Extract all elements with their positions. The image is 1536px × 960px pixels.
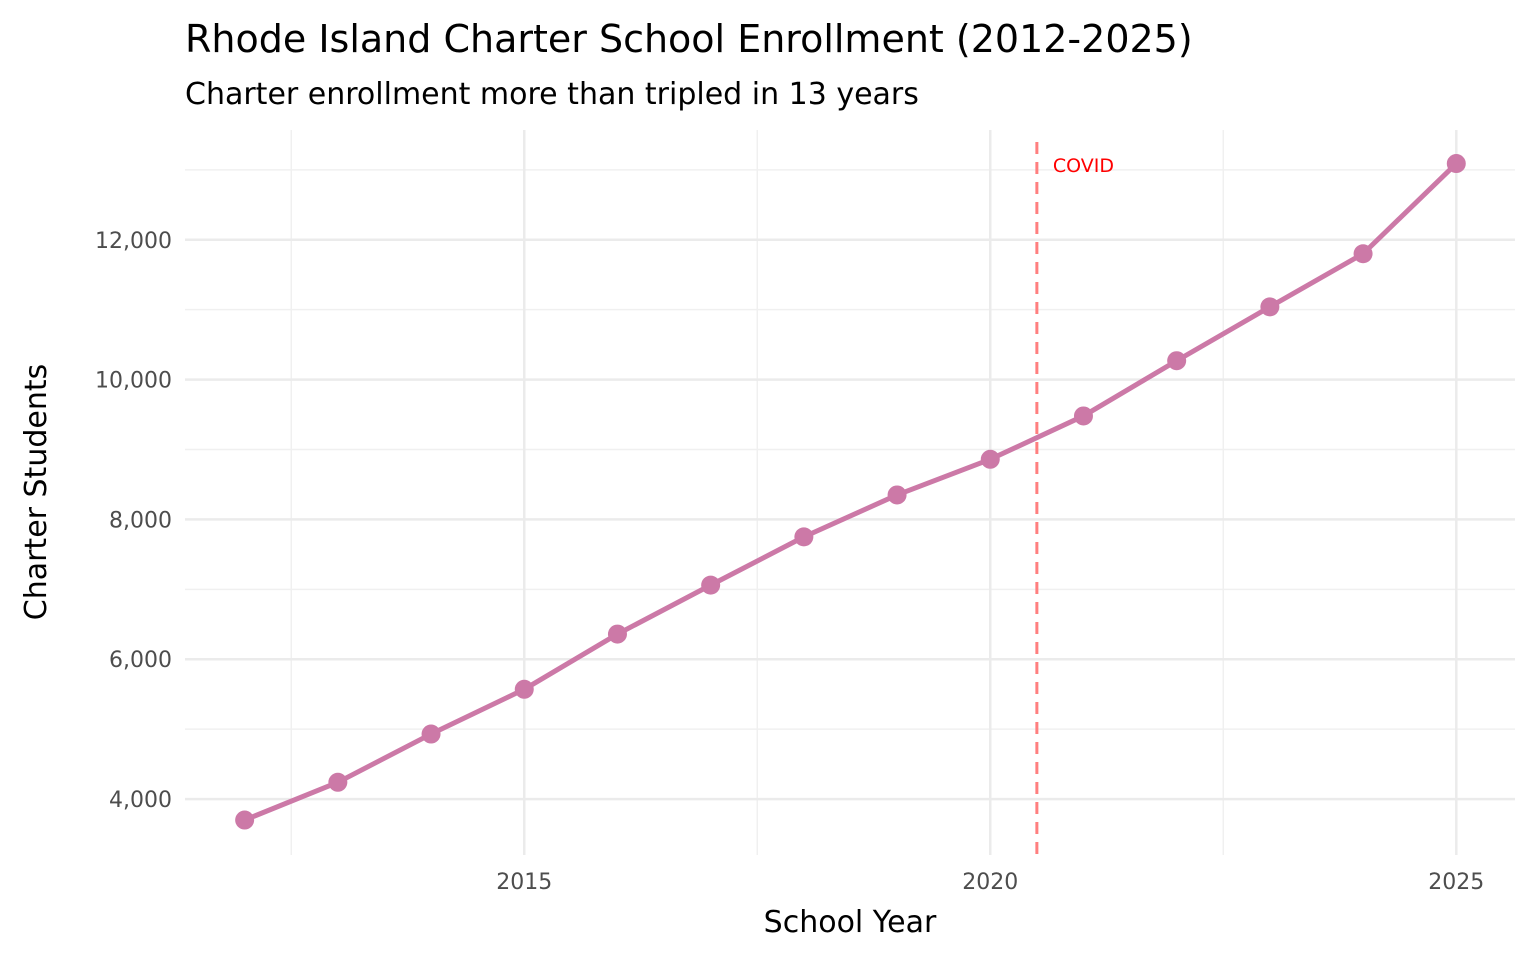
enrollment-series	[235, 154, 1466, 830]
data-point	[328, 772, 348, 792]
y-tick-label: 12,000	[95, 229, 172, 254]
data-point	[235, 810, 255, 830]
x-axis-label: School Year	[764, 905, 937, 940]
data-point	[1260, 297, 1280, 317]
y-axis-label: Charter Students	[19, 364, 54, 621]
x-axis-ticks: 2015 2020 2025	[496, 870, 1484, 895]
data-point	[1353, 244, 1373, 264]
x-tick-label: 2015	[496, 870, 552, 895]
data-point	[607, 624, 627, 644]
y-tick-label: 4,000	[109, 788, 172, 813]
data-point	[794, 527, 814, 547]
chart-subtitle: Charter enrollment more than tripled in …	[185, 77, 919, 112]
y-axis-ticks: 4,000 6,000 8,000 10,000 12,000	[95, 229, 172, 813]
chart-title: Rhode Island Charter School Enrollment (…	[185, 17, 1193, 61]
data-point	[701, 575, 721, 595]
covid-annotation: COVID	[1035, 142, 1114, 855]
x-tick-label: 2020	[962, 870, 1018, 895]
data-point	[980, 449, 1000, 469]
y-tick-label: 6,000	[109, 648, 172, 673]
series-line	[243, 161, 1459, 823]
grid-lines	[185, 130, 1515, 855]
y-tick-label: 10,000	[95, 369, 172, 394]
data-point	[421, 724, 441, 744]
y-tick-label: 8,000	[109, 508, 172, 533]
data-point	[514, 679, 534, 699]
data-point	[1446, 154, 1466, 174]
covid-label: COVID	[1053, 155, 1114, 177]
data-point	[1073, 406, 1093, 426]
data-point	[1167, 351, 1187, 371]
x-tick-label: 2025	[1428, 870, 1484, 895]
data-point	[887, 485, 907, 505]
